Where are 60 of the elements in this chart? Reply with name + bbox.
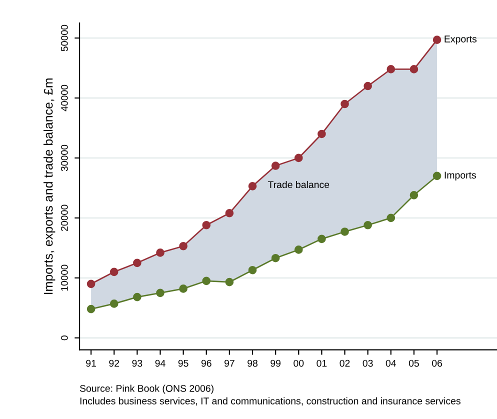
x-tick-label: 92 [109,360,120,367]
point [225,208,234,218]
point [202,276,211,286]
point [364,220,372,230]
x-tick-label: 93 [132,360,142,367]
y-tick-label: 10000 [60,264,68,291]
series-label: Exports [444,36,477,44]
point [156,248,164,257]
point [248,266,257,274]
point [432,36,442,44]
x-tick-label: 01 [316,360,327,367]
x-tick-label: 97 [224,360,234,367]
y-tick-label: 30000 [60,144,68,172]
point [86,280,96,288]
point [110,300,118,308]
y-tick-label: 0 [60,336,68,340]
point [340,100,349,108]
point [318,130,326,138]
x-tick-label: 94 [155,360,166,367]
point [110,268,118,276]
point [86,304,96,314]
x-tick-label: 03 [362,360,373,367]
x-tick-label: 04 [386,360,396,367]
y-tick-label: 40000 [60,84,68,112]
point [271,162,280,170]
x-tick-label: 05 [408,360,419,367]
annotation: Trade balance [268,180,330,188]
y-tick-label: 50000 [60,24,68,52]
x-tick-label: 02 [340,360,350,367]
point [179,242,188,250]
x-tick-label: 98 [248,360,258,367]
x-tick-label: 96 [201,360,212,367]
text: Includes business services, IT and communications, construction and insurance services [80,397,461,406]
x-tick-label: 06 [432,360,442,367]
x-tick-label: 95 [178,360,188,367]
x-tick-label: 99 [270,360,281,367]
point [133,292,142,302]
point [364,82,372,90]
point [133,258,142,268]
x-tick-label: 00 [294,360,304,367]
point [248,182,257,190]
point [340,228,349,236]
point [225,278,234,286]
y-tick-label: 20000 [60,204,68,231]
point [432,172,442,180]
point [410,190,418,200]
series-label: Imports [444,172,476,180]
point [179,284,188,293]
point [318,234,326,244]
y-axis-title: Imports, exports and trade balance, £m [44,78,56,294]
point [271,254,280,262]
point [410,65,418,74]
x-tick-label: 91 [86,360,96,367]
point [156,288,164,298]
point [202,220,211,230]
point [386,65,396,74]
point [294,246,303,254]
point [294,154,303,162]
point [386,214,396,222]
source-note: Source: Pink Book (ONS 2006) [80,384,214,394]
